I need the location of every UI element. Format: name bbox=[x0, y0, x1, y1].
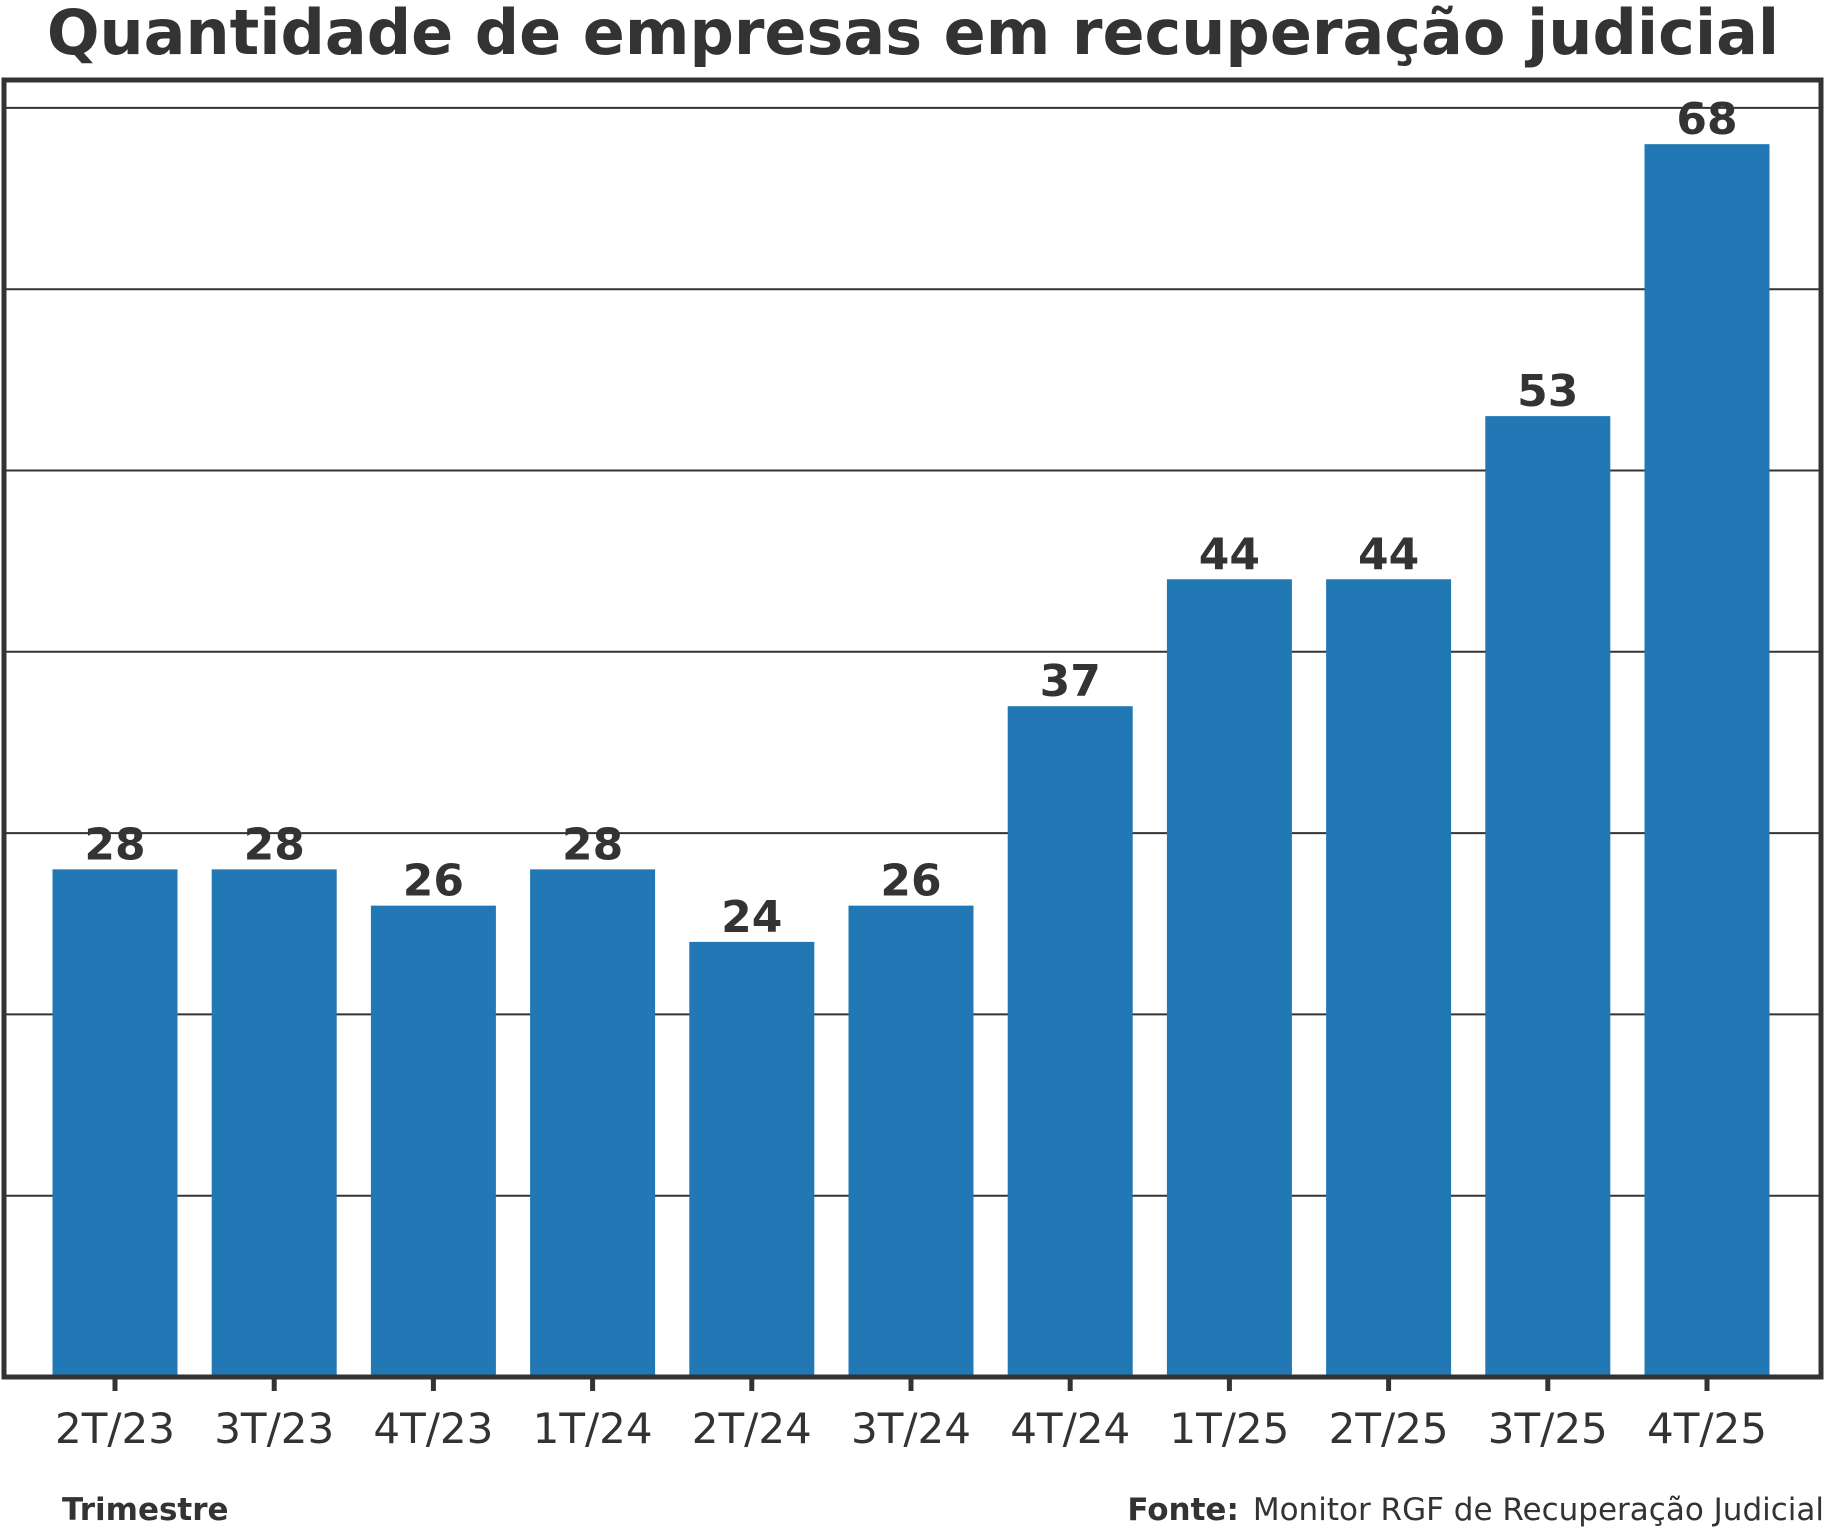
data-label: 24 bbox=[721, 892, 782, 943]
bar-4T-25 bbox=[1644, 144, 1770, 1377]
x-tick-label: 2T/23 bbox=[55, 1404, 175, 1453]
data-labels: 28 28 26 28 24 26 37 44 44 53 68 bbox=[84, 94, 1737, 943]
data-label: 37 bbox=[1040, 656, 1101, 707]
bar-3T-24 bbox=[848, 905, 974, 1377]
bar-3T-23 bbox=[211, 869, 337, 1377]
x-tick-label: 4T/24 bbox=[1010, 1404, 1130, 1453]
bar-4T-24 bbox=[1007, 706, 1133, 1377]
x-tick-label: 3T/23 bbox=[214, 1404, 334, 1453]
bar-1T-25 bbox=[1166, 579, 1292, 1377]
source-note: Fonte: Monitor RGF de Recuperação Judicia… bbox=[1127, 1492, 1824, 1528]
x-tick-label: 4T/25 bbox=[1647, 1404, 1767, 1453]
source-text: Monitor RGF de Recuperação Judicial bbox=[1252, 1492, 1824, 1528]
data-label: 26 bbox=[403, 856, 464, 907]
data-label: 44 bbox=[1358, 529, 1419, 580]
x-tick-label: 1T/25 bbox=[1169, 1404, 1289, 1453]
x-axis-title: Trimestre bbox=[62, 1492, 229, 1528]
x-tick-label: 2T/25 bbox=[1329, 1404, 1449, 1453]
bar-3T-25 bbox=[1485, 416, 1611, 1377]
bar-2T-25 bbox=[1326, 579, 1452, 1377]
data-label: 26 bbox=[880, 856, 941, 907]
bar-1T-24 bbox=[530, 869, 656, 1377]
data-label: 28 bbox=[84, 819, 145, 870]
x-tick-label: 2T/24 bbox=[692, 1404, 812, 1453]
x-tick-label: 3T/24 bbox=[851, 1404, 971, 1453]
x-tick-label: 3T/25 bbox=[1488, 1404, 1608, 1453]
x-axis-ticks: 2T/23 3T/23 4T/23 1T/24 2T/24 3T/24 4T/24 1T/25… bbox=[55, 1377, 1767, 1453]
data-label: 28 bbox=[562, 819, 623, 870]
bar-2T-23 bbox=[52, 869, 178, 1377]
chart-title: Quantidade de empresas em recuperação ju… bbox=[46, 0, 1780, 69]
x-tick-label: 4T/23 bbox=[373, 1404, 493, 1453]
plot-frame bbox=[1, 77, 1824, 1380]
data-label: 44 bbox=[1199, 529, 1260, 580]
source-label: Fonte: bbox=[1127, 1492, 1239, 1528]
x-tick-label: 1T/24 bbox=[533, 1404, 653, 1453]
bar-2T-24 bbox=[689, 941, 815, 1377]
data-label: 68 bbox=[1676, 94, 1737, 145]
data-label: 53 bbox=[1517, 366, 1578, 417]
bar-4T-23 bbox=[370, 905, 496, 1377]
data-label: 28 bbox=[244, 819, 305, 870]
bars bbox=[52, 144, 1770, 1377]
